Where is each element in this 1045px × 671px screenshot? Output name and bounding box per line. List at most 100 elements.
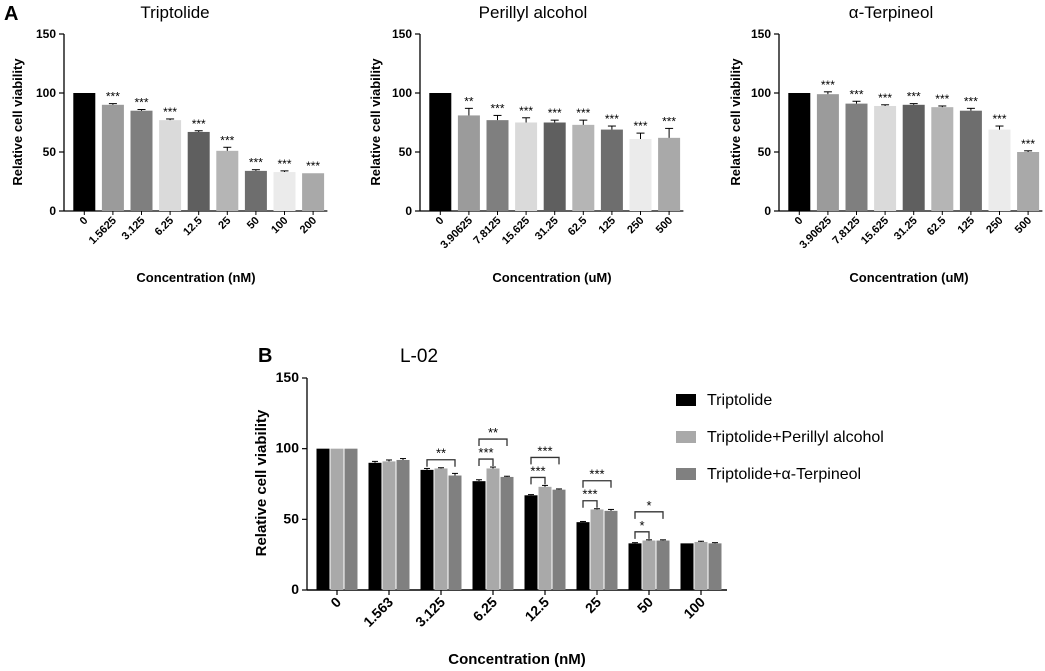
chart-2-x-tick-label: 0: [434, 215, 447, 228]
chart-1: 0 50 100 150 Triptolide Concentration (nM) Rel…: [10, 3, 328, 285]
chart-1-y-tick-label: 0: [49, 204, 56, 218]
chart-3-bar: [1017, 152, 1040, 211]
chart-l02-bar-1: [368, 462, 382, 590]
chart-2-bar: [515, 122, 538, 211]
chart-3-x-tick-label: 15.625: [859, 215, 891, 247]
chart-l02-bar-2: [434, 468, 448, 590]
chart-2-bar: [600, 129, 623, 211]
chart-2-x-tick-label: 500: [654, 215, 675, 236]
chart-l02-significance-label: ***: [589, 467, 604, 482]
chart-1-x-tick-label: 0: [78, 215, 91, 228]
chart-l02-bar-3: [448, 475, 462, 590]
chart-2-x-tick-label: 125: [597, 215, 618, 236]
charts-layer: 0 50 100 150 Triptolide Concentration (nM) Rel…: [10, 3, 1043, 668]
chart-3-x-tick-label: 62.5: [925, 215, 949, 239]
chart-3-significance: ***: [935, 92, 949, 106]
chart-l02-significance-label: **: [488, 425, 498, 440]
chart-1-bar: [73, 93, 96, 211]
chart-2-y-tick-label: 100: [392, 86, 412, 100]
chart-2-x-tick-label: 7.8125: [471, 215, 503, 247]
chart-2-significance: ***: [548, 106, 562, 120]
chart-1-bar: [273, 172, 296, 211]
chart-3-significance: ***: [907, 90, 921, 104]
chart-l02-y-tick-label: 100: [276, 440, 300, 456]
chart-2-title: Perillyl alcohol: [479, 3, 588, 22]
chart-1-bar: [187, 131, 210, 211]
chart-l02-title: L-02: [400, 346, 438, 367]
chart-l02-y-tick-label: 50: [283, 510, 299, 526]
chart-1-x-tick-label: 3.125: [120, 215, 148, 243]
chart-2-significance: ***: [633, 119, 647, 133]
chart-1-y-tick-label: 100: [36, 86, 56, 100]
chart-1-significance: ***: [249, 156, 263, 170]
chart-1-bar: [130, 110, 153, 211]
chart-2-significance: ***: [490, 101, 504, 115]
chart-l02-x-tick-label: 1.563: [360, 594, 396, 630]
chart-l02-legend-swatch: [676, 394, 696, 406]
chart-l02-legend-label: Triptolide+α-Terpineol: [707, 466, 861, 483]
chart-3-significance: ***: [849, 87, 863, 101]
chart-l02-bar-3: [344, 448, 358, 590]
chart-l02-bar-3: [500, 476, 514, 590]
chart-l02-significance-label: **: [436, 446, 446, 461]
chart-l02-significance-label: *: [646, 498, 651, 513]
chart-3-bar: [788, 93, 811, 211]
chart-2: 0 50 100 150 Perillyl alcohol Concentration (…: [368, 3, 684, 285]
chart-3-bar: [845, 103, 868, 211]
chart-2-significance: **: [464, 94, 474, 108]
chart-1-significance: ***: [306, 159, 320, 173]
chart-l02-legend-label: Triptolide: [707, 392, 772, 409]
chart-l02-bar-2: [330, 448, 344, 590]
chart-l02-bar-3: [396, 459, 410, 590]
chart-3-bar: [959, 110, 982, 211]
chart-2-bar: [457, 115, 480, 211]
chart-l02-bar-3: [708, 543, 722, 590]
chart-3-y-axis-label: Relative cell viability: [728, 58, 743, 186]
chart-2-bar: [658, 137, 681, 211]
chart-l02-significance-bracket: [426, 459, 456, 467]
chart-1-bar: [302, 173, 325, 211]
chart-3-bar: [931, 107, 954, 211]
chart-1-significance: ***: [134, 96, 148, 110]
chart-2-bar: [486, 120, 509, 211]
chart-l02: 0 50 100 150 L-02 Concentration (nM) Relative …: [253, 346, 884, 668]
chart-1-y-axis-label: Relative cell viability: [10, 58, 25, 186]
chart-l02-bar-2: [694, 541, 708, 590]
chart-l02-x-tick-label: 6.25: [470, 594, 501, 625]
chart-2-bar: [543, 122, 566, 211]
chart-2-y-axis-label: Relative cell viability: [368, 58, 383, 186]
chart-2-x-tick-label: 31.25: [533, 215, 561, 243]
chart-l02-legend: Triptolide Triptolide+Perillyl alcohol Tri…: [676, 392, 884, 483]
chart-3-x-axis-label: Concentration (uM): [849, 270, 968, 285]
chart-l02-bar-1: [680, 543, 694, 590]
chart-1-y-tick-label: 150: [36, 27, 56, 41]
chart-l02-significance-bracket: [582, 480, 612, 488]
chart-3-significance: ***: [1021, 137, 1035, 151]
chart-2-significance: ***: [519, 104, 533, 118]
chart-l02-bar-1: [472, 481, 486, 590]
panel-label-b: B: [258, 345, 272, 367]
chart-1-bar: [159, 120, 182, 211]
chart-3-significance: ***: [821, 78, 835, 92]
chart-l02-bar-2: [382, 461, 396, 590]
chart-l02-x-axis-label: Concentration (nM): [448, 651, 585, 668]
chart-l02-bar-3: [604, 510, 618, 590]
chart-2-bar: [429, 93, 452, 211]
chart-l02-significance-bracket: [530, 456, 560, 465]
chart-3-x-tick-label: 500: [1013, 215, 1034, 236]
chart-l02-bar-3: [552, 489, 566, 590]
chart-3-bar: [902, 104, 925, 211]
chart-l02-bar-2: [538, 486, 552, 590]
chart-3-significance: ***: [992, 112, 1006, 126]
chart-1-bar: [244, 170, 267, 211]
panel-label-a: A: [4, 3, 18, 25]
chart-l02-bar-1: [420, 469, 434, 590]
chart-l02-bar-1: [316, 448, 330, 590]
chart-l02-bar-2: [486, 468, 500, 590]
chart-l02-significance-bracket: [634, 511, 664, 519]
chart-1-bar: [216, 150, 239, 211]
chart-l02-significance-bracket: [478, 458, 494, 467]
chart-l02-x-tick-label: 25: [582, 594, 604, 616]
chart-2-x-tick-label: 15.625: [500, 215, 532, 247]
